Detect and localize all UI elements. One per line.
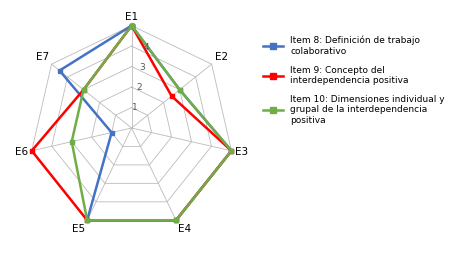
Text: 2: 2: [136, 83, 142, 92]
Text: E1: E1: [125, 12, 138, 22]
Text: 4: 4: [143, 43, 149, 52]
Text: 3: 3: [140, 63, 146, 72]
Text: E6: E6: [15, 147, 28, 157]
Text: 1: 1: [133, 103, 138, 112]
Legend: Item 8: Definición de trabajo
colaborativo, Item 9: Concepto del
interdependenci: Item 8: Definición de trabajo colaborati…: [263, 36, 445, 125]
Text: E2: E2: [214, 52, 227, 62]
Text: E7: E7: [36, 52, 49, 62]
Text: E5: E5: [72, 223, 86, 233]
Text: E4: E4: [178, 223, 191, 233]
Text: E3: E3: [235, 147, 248, 157]
